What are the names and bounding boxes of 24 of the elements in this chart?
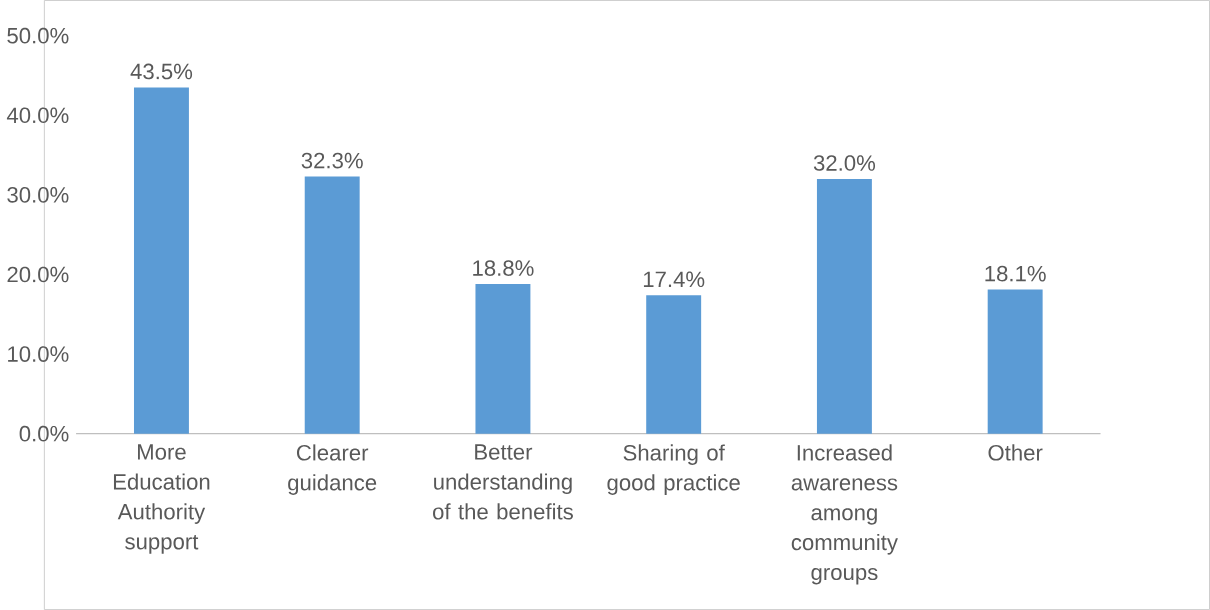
x-tick-label: Better understanding of the benefits <box>433 444 573 520</box>
y-tick-label: 30.0% <box>7 187 69 203</box>
y-tick-label: 20.0% <box>7 266 69 283</box>
data-label: 18.1% <box>985 265 1046 282</box>
x-tick-label: Other <box>988 444 1043 461</box>
bar <box>987 289 1043 434</box>
data-label: 17.4% <box>643 271 705 288</box>
y-tick-label: 50.0% <box>7 27 69 44</box>
data-label: 43.5% <box>130 63 193 80</box>
bar <box>475 284 531 434</box>
bar <box>133 87 189 434</box>
bar <box>646 295 702 434</box>
y-tick-label: 10.0% <box>8 346 69 362</box>
x-tick-label: More Education Authority support <box>113 444 210 554</box>
x-tick-label: Clearer guidance <box>288 444 377 495</box>
bar <box>816 178 872 434</box>
data-label: 18.8% <box>473 260 534 276</box>
y-tick-label: 0.0% <box>19 425 69 442</box>
y-tick-label: 40.0% <box>6 107 69 124</box>
data-label: 32.0% <box>813 155 876 171</box>
x-tick-label: Increased awareness among community groups <box>791 444 898 585</box>
data-label: 32.3% <box>301 152 363 169</box>
x-tick-label: Sharing of good practice <box>607 444 740 495</box>
bar <box>304 176 360 434</box>
